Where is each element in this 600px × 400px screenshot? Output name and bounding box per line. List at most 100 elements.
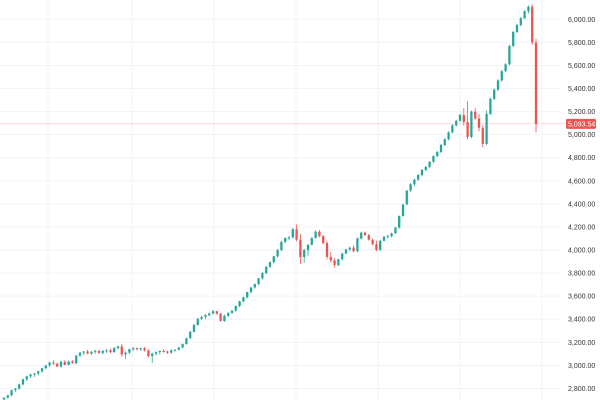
candle[interactable] [447, 131, 450, 141]
candle[interactable] [75, 355, 78, 365]
candle[interactable] [219, 312, 222, 322]
candle[interactable] [291, 228, 294, 239]
candle[interactable] [135, 347, 139, 351]
candle[interactable] [14, 387, 17, 392]
candle[interactable] [211, 310, 215, 315]
candle[interactable] [284, 237, 287, 244]
candle[interactable] [82, 350, 85, 356]
candle[interactable] [394, 226, 397, 234]
candle[interactable] [230, 310, 234, 315]
candle[interactable] [29, 373, 32, 379]
candle[interactable] [109, 348, 112, 354]
candle[interactable] [158, 350, 161, 355]
candle[interactable] [379, 239, 382, 251]
candle[interactable] [489, 97, 492, 116]
candle[interactable] [105, 349, 108, 353]
candle[interactable] [356, 237, 359, 253]
candle[interactable] [348, 246, 351, 252]
candle[interactable] [227, 312, 230, 317]
candle[interactable] [56, 363, 59, 368]
candle[interactable] [192, 323, 196, 333]
candle[interactable] [477, 113, 481, 132]
candle[interactable] [515, 23, 519, 34]
candle[interactable] [496, 79, 500, 91]
candle[interactable] [67, 360, 70, 366]
candle[interactable] [162, 349, 165, 353]
candle[interactable] [493, 88, 496, 101]
candle[interactable] [261, 271, 264, 280]
candle[interactable] [94, 349, 97, 354]
candle[interactable] [417, 173, 420, 181]
candle[interactable] [25, 375, 28, 381]
candle[interactable] [504, 63, 507, 73]
candle[interactable] [52, 360, 55, 365]
candle[interactable] [360, 231, 363, 240]
candle[interactable] [71, 360, 74, 364]
candle[interactable] [185, 337, 188, 345]
candle[interactable] [234, 305, 237, 312]
candle[interactable] [508, 44, 511, 66]
candle[interactable] [519, 16, 522, 27]
candle[interactable] [59, 360, 63, 368]
candle[interactable] [401, 203, 405, 217]
candle[interactable] [295, 224, 298, 242]
candle[interactable] [314, 230, 317, 239]
candle[interactable] [481, 125, 484, 148]
candle[interactable] [116, 345, 120, 350]
candle[interactable] [101, 349, 104, 355]
candle[interactable] [242, 296, 245, 303]
candle[interactable] [272, 255, 275, 264]
candle[interactable] [170, 349, 173, 354]
candle[interactable] [208, 312, 211, 317]
candle[interactable] [352, 245, 355, 253]
candle[interactable] [268, 261, 272, 268]
candle[interactable] [485, 110, 488, 146]
candle[interactable] [189, 330, 192, 339]
candle[interactable] [10, 389, 13, 396]
candle[interactable] [246, 291, 249, 299]
candle[interactable] [124, 351, 127, 360]
candle[interactable] [443, 138, 446, 147]
candle[interactable] [451, 124, 454, 134]
candle[interactable] [375, 240, 378, 252]
candle[interactable] [113, 346, 116, 353]
candle[interactable] [200, 315, 203, 320]
candle[interactable] [120, 344, 123, 357]
candle[interactable] [63, 360, 66, 366]
candle[interactable] [413, 178, 416, 187]
candle[interactable] [139, 347, 142, 351]
candle[interactable] [147, 349, 150, 358]
candle[interactable] [382, 236, 386, 242]
candle[interactable] [531, 4, 534, 45]
candle[interactable] [181, 343, 184, 349]
candle[interactable] [154, 351, 158, 356]
candle[interactable] [97, 350, 101, 354]
candle[interactable] [151, 352, 154, 364]
candle[interactable] [37, 370, 40, 376]
candle[interactable] [18, 383, 21, 390]
candle[interactable] [424, 165, 427, 172]
candle[interactable] [299, 233, 302, 264]
candle[interactable] [420, 169, 424, 177]
candle[interactable] [44, 364, 47, 370]
candle[interactable] [215, 310, 218, 315]
candle[interactable] [462, 108, 465, 126]
candle[interactable] [78, 352, 82, 357]
candle[interactable] [527, 5, 530, 14]
candle[interactable] [500, 70, 503, 82]
candle[interactable] [458, 113, 462, 122]
candle[interactable] [432, 155, 435, 163]
candle[interactable] [333, 258, 336, 268]
candle[interactable] [128, 348, 131, 354]
candle[interactable] [253, 283, 256, 289]
candle[interactable] [329, 251, 332, 263]
candle[interactable] [470, 110, 473, 139]
candle[interactable] [265, 266, 268, 275]
candle[interactable] [6, 394, 9, 399]
candle[interactable] [276, 248, 279, 258]
candle[interactable] [439, 143, 443, 154]
candle[interactable] [223, 314, 226, 322]
candle[interactable] [303, 248, 306, 263]
